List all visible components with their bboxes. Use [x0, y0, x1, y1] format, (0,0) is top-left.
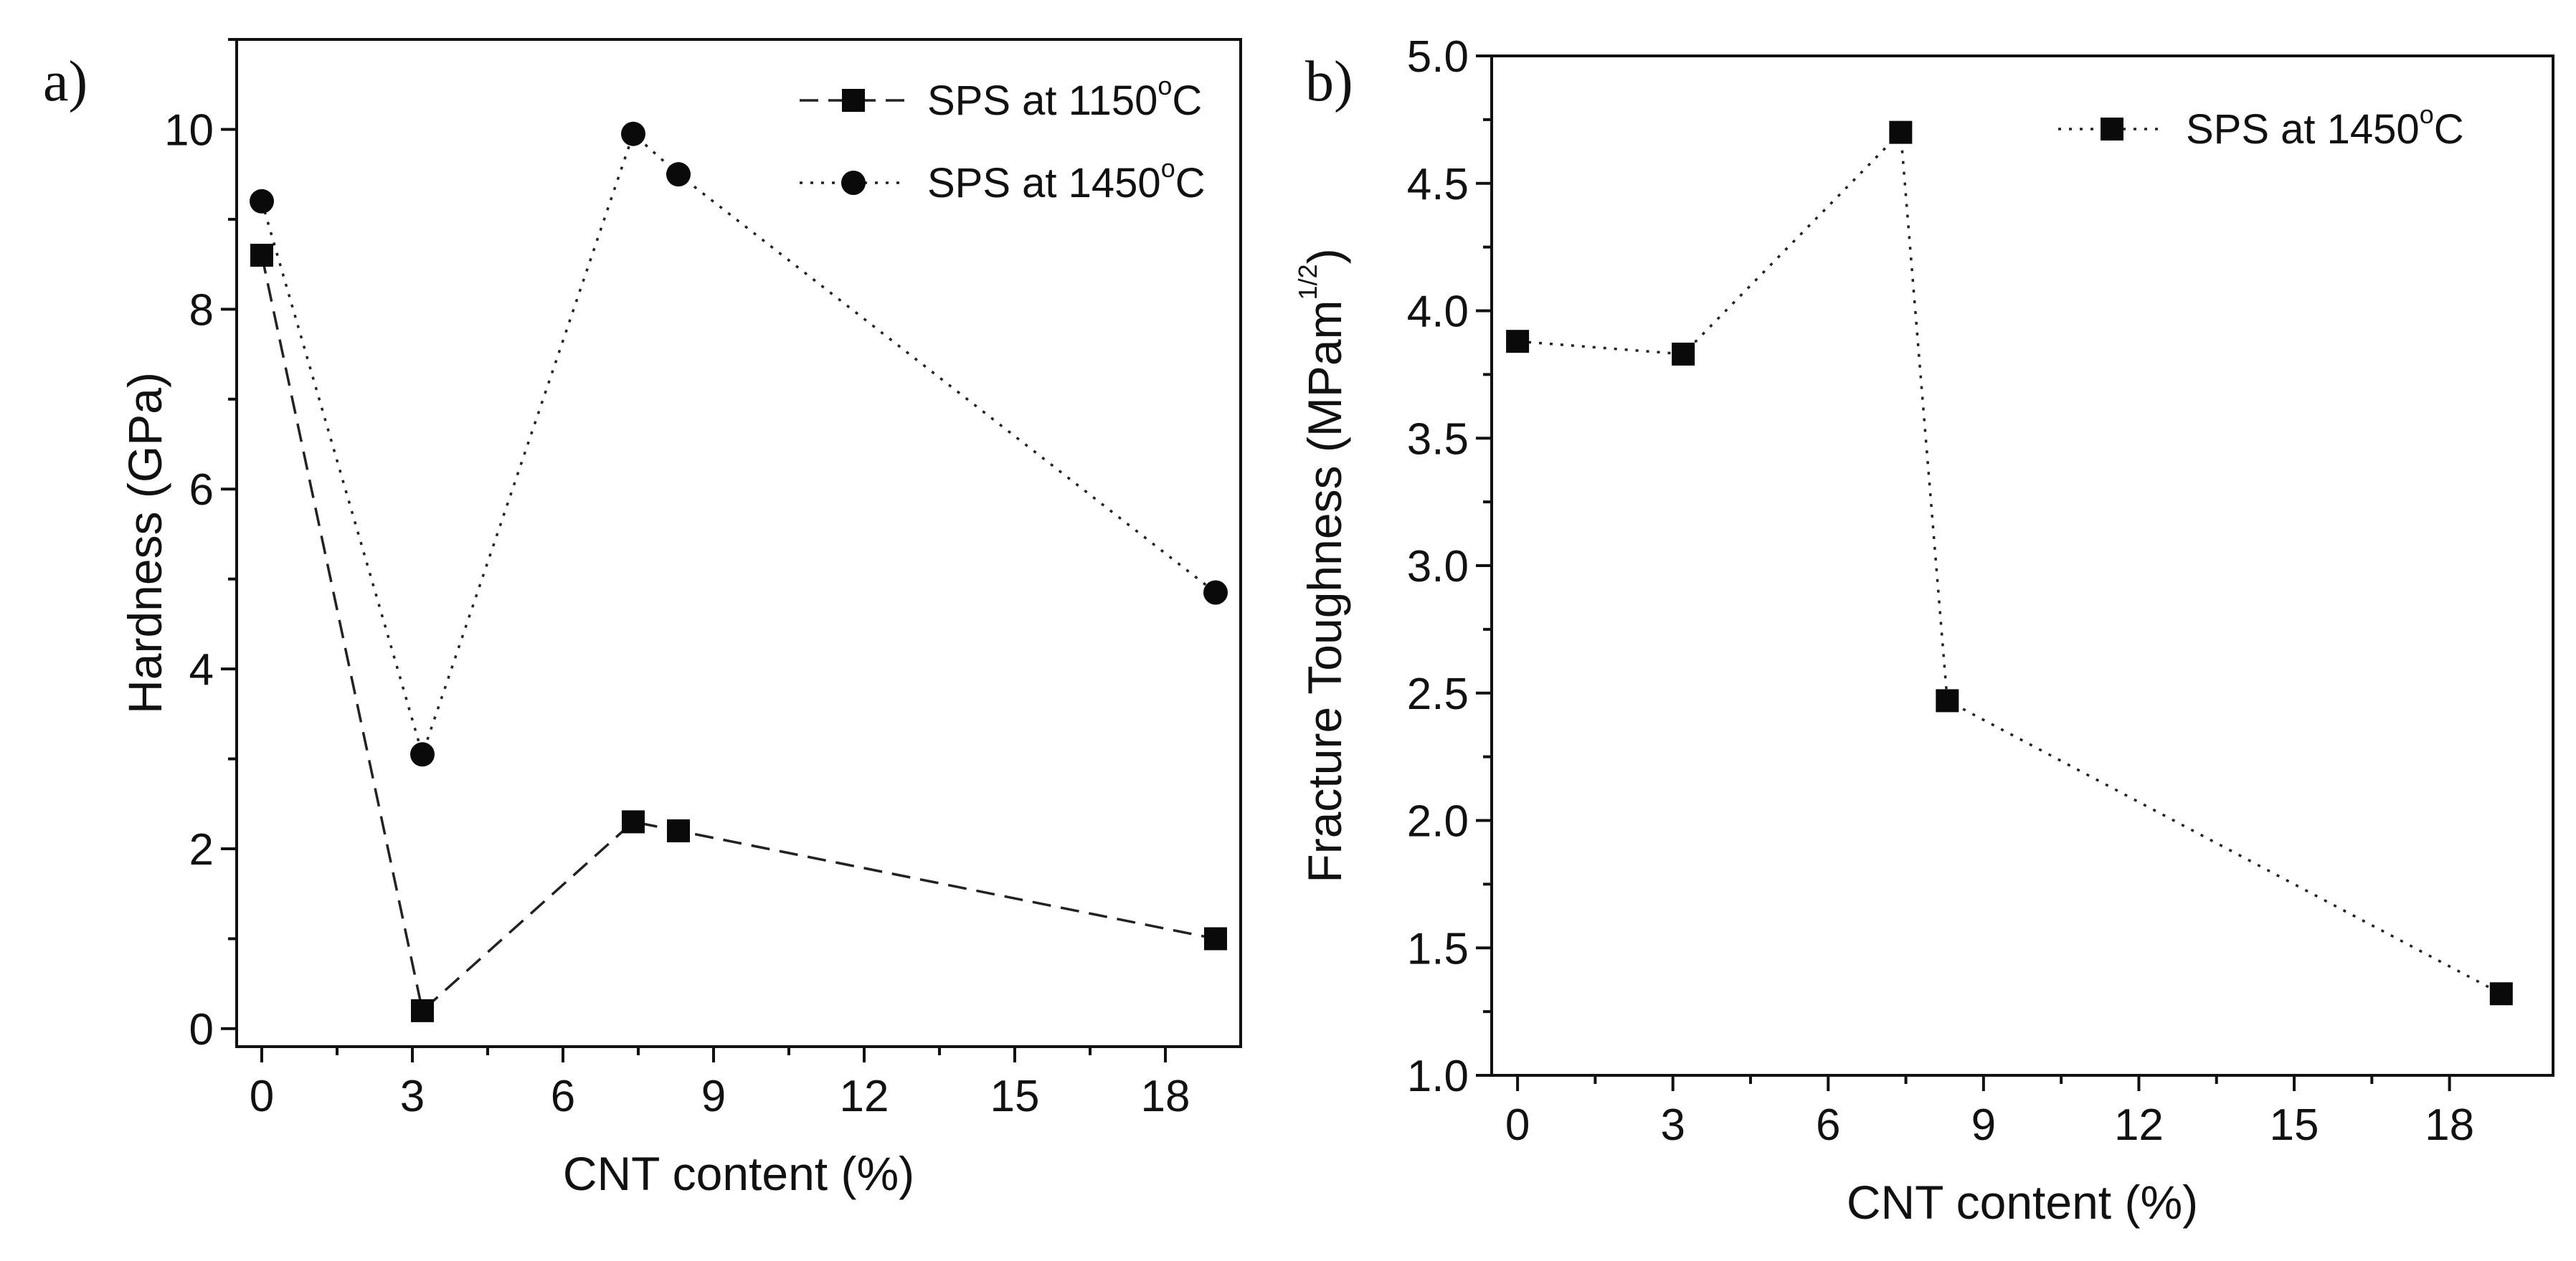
data-point-circle — [621, 121, 645, 146]
data-point-square — [1889, 120, 1913, 144]
y-tick-label: 10 — [164, 105, 214, 155]
x-axis-title: CNT content (%) — [1847, 1176, 2198, 1229]
plot-frame — [1490, 54, 2554, 1077]
x-tick-label: 0 — [250, 1072, 274, 1121]
y-tick-label: 2.5 — [1407, 670, 1469, 719]
y-tick-label: 2.0 — [1407, 797, 1469, 847]
chart-panel-2: b) 0 3 6 9 12 15 18 1.0 1.5 2.0 2.5 3.0 3.5 4.0 4.5 5.0 C… — [1293, 32, 2554, 1229]
legend-label-2: SPS at 1450oC — [927, 153, 1206, 206]
y-tick-label: 3.5 — [1407, 414, 1469, 464]
x-tick-label: 0 — [1505, 1100, 1530, 1150]
x-tick-label: 9 — [701, 1072, 726, 1121]
y-tick-label: 1.0 — [1407, 1052, 1469, 1101]
legend: SPS at 1450oC — [2058, 100, 2464, 153]
legend-marker-square — [842, 89, 865, 112]
legend: SPS at 1150oC SPS at 1450oC — [800, 71, 1206, 206]
y-tick-label: 0 — [189, 1005, 214, 1055]
y-tick-label: 6 — [189, 465, 214, 515]
panel-label: a) — [43, 50, 87, 113]
x-tick-label: 15 — [990, 1072, 1040, 1121]
data-point-square — [411, 999, 434, 1022]
x-tick-label: 18 — [2425, 1100, 2474, 1150]
legend-marker-circle — [841, 171, 866, 195]
data-point-square — [1672, 342, 1695, 366]
chart-panel-1: a) 0 3 6 9 12 15 18 0 2 4 6 8 10 CNT content (%) Hardne… — [43, 38, 1242, 1200]
data-point-square — [2489, 982, 2513, 1006]
series-line-2 — [260, 131, 1217, 759]
x-tick-label: 3 — [1660, 1100, 1685, 1150]
data-point-square — [622, 810, 645, 834]
y-axis-title: Hardness (GPa) — [118, 372, 171, 714]
y-tick-label: 4 — [189, 645, 214, 695]
data-point-square — [667, 819, 690, 842]
series-line-1 — [1517, 129, 2502, 995]
legend-label-1: SPS at 1150oC — [927, 71, 1202, 124]
x-tick-label: 6 — [1816, 1100, 1840, 1150]
panel-label: b) — [1305, 50, 1353, 113]
data-point-square — [1204, 927, 1227, 951]
data-point-square — [250, 244, 273, 267]
series-line-1 — [260, 254, 1216, 1014]
y-axis-title: Fracture Toughness (MPam1/2) — [1293, 248, 1351, 882]
y-tick-label: 4.0 — [1407, 287, 1469, 337]
y-tick-label: 3.0 — [1407, 542, 1469, 591]
x-axis-title: CNT content (%) — [563, 1147, 914, 1200]
x-tick-label: 15 — [2270, 1100, 2319, 1150]
data-point-square — [1506, 330, 1530, 353]
y-tick-label: 5.0 — [1407, 32, 1469, 82]
legend-label-1: SPS at 1450oC — [2186, 100, 2464, 153]
x-tick-label: 12 — [2114, 1100, 2164, 1150]
x-tick-label: 6 — [551, 1072, 575, 1121]
y-tick-label: 4.5 — [1407, 160, 1469, 209]
data-point-square — [1936, 689, 1959, 713]
y-tick-label: 2 — [189, 825, 214, 875]
x-tick-label: 18 — [1141, 1072, 1190, 1121]
x-tick-label: 12 — [840, 1072, 889, 1121]
data-point-circle — [410, 742, 435, 767]
y-tick-label: 8 — [189, 285, 214, 335]
y-tick-label: 1.5 — [1407, 924, 1469, 974]
legend-marker-square — [2101, 118, 2123, 141]
data-point-circle — [250, 189, 274, 214]
data-point-circle — [666, 162, 691, 187]
plot-frame — [235, 38, 1242, 1048]
x-tick-label: 9 — [1971, 1100, 1996, 1150]
data-point-circle — [1203, 580, 1228, 605]
x-tick-label: 3 — [400, 1072, 425, 1121]
